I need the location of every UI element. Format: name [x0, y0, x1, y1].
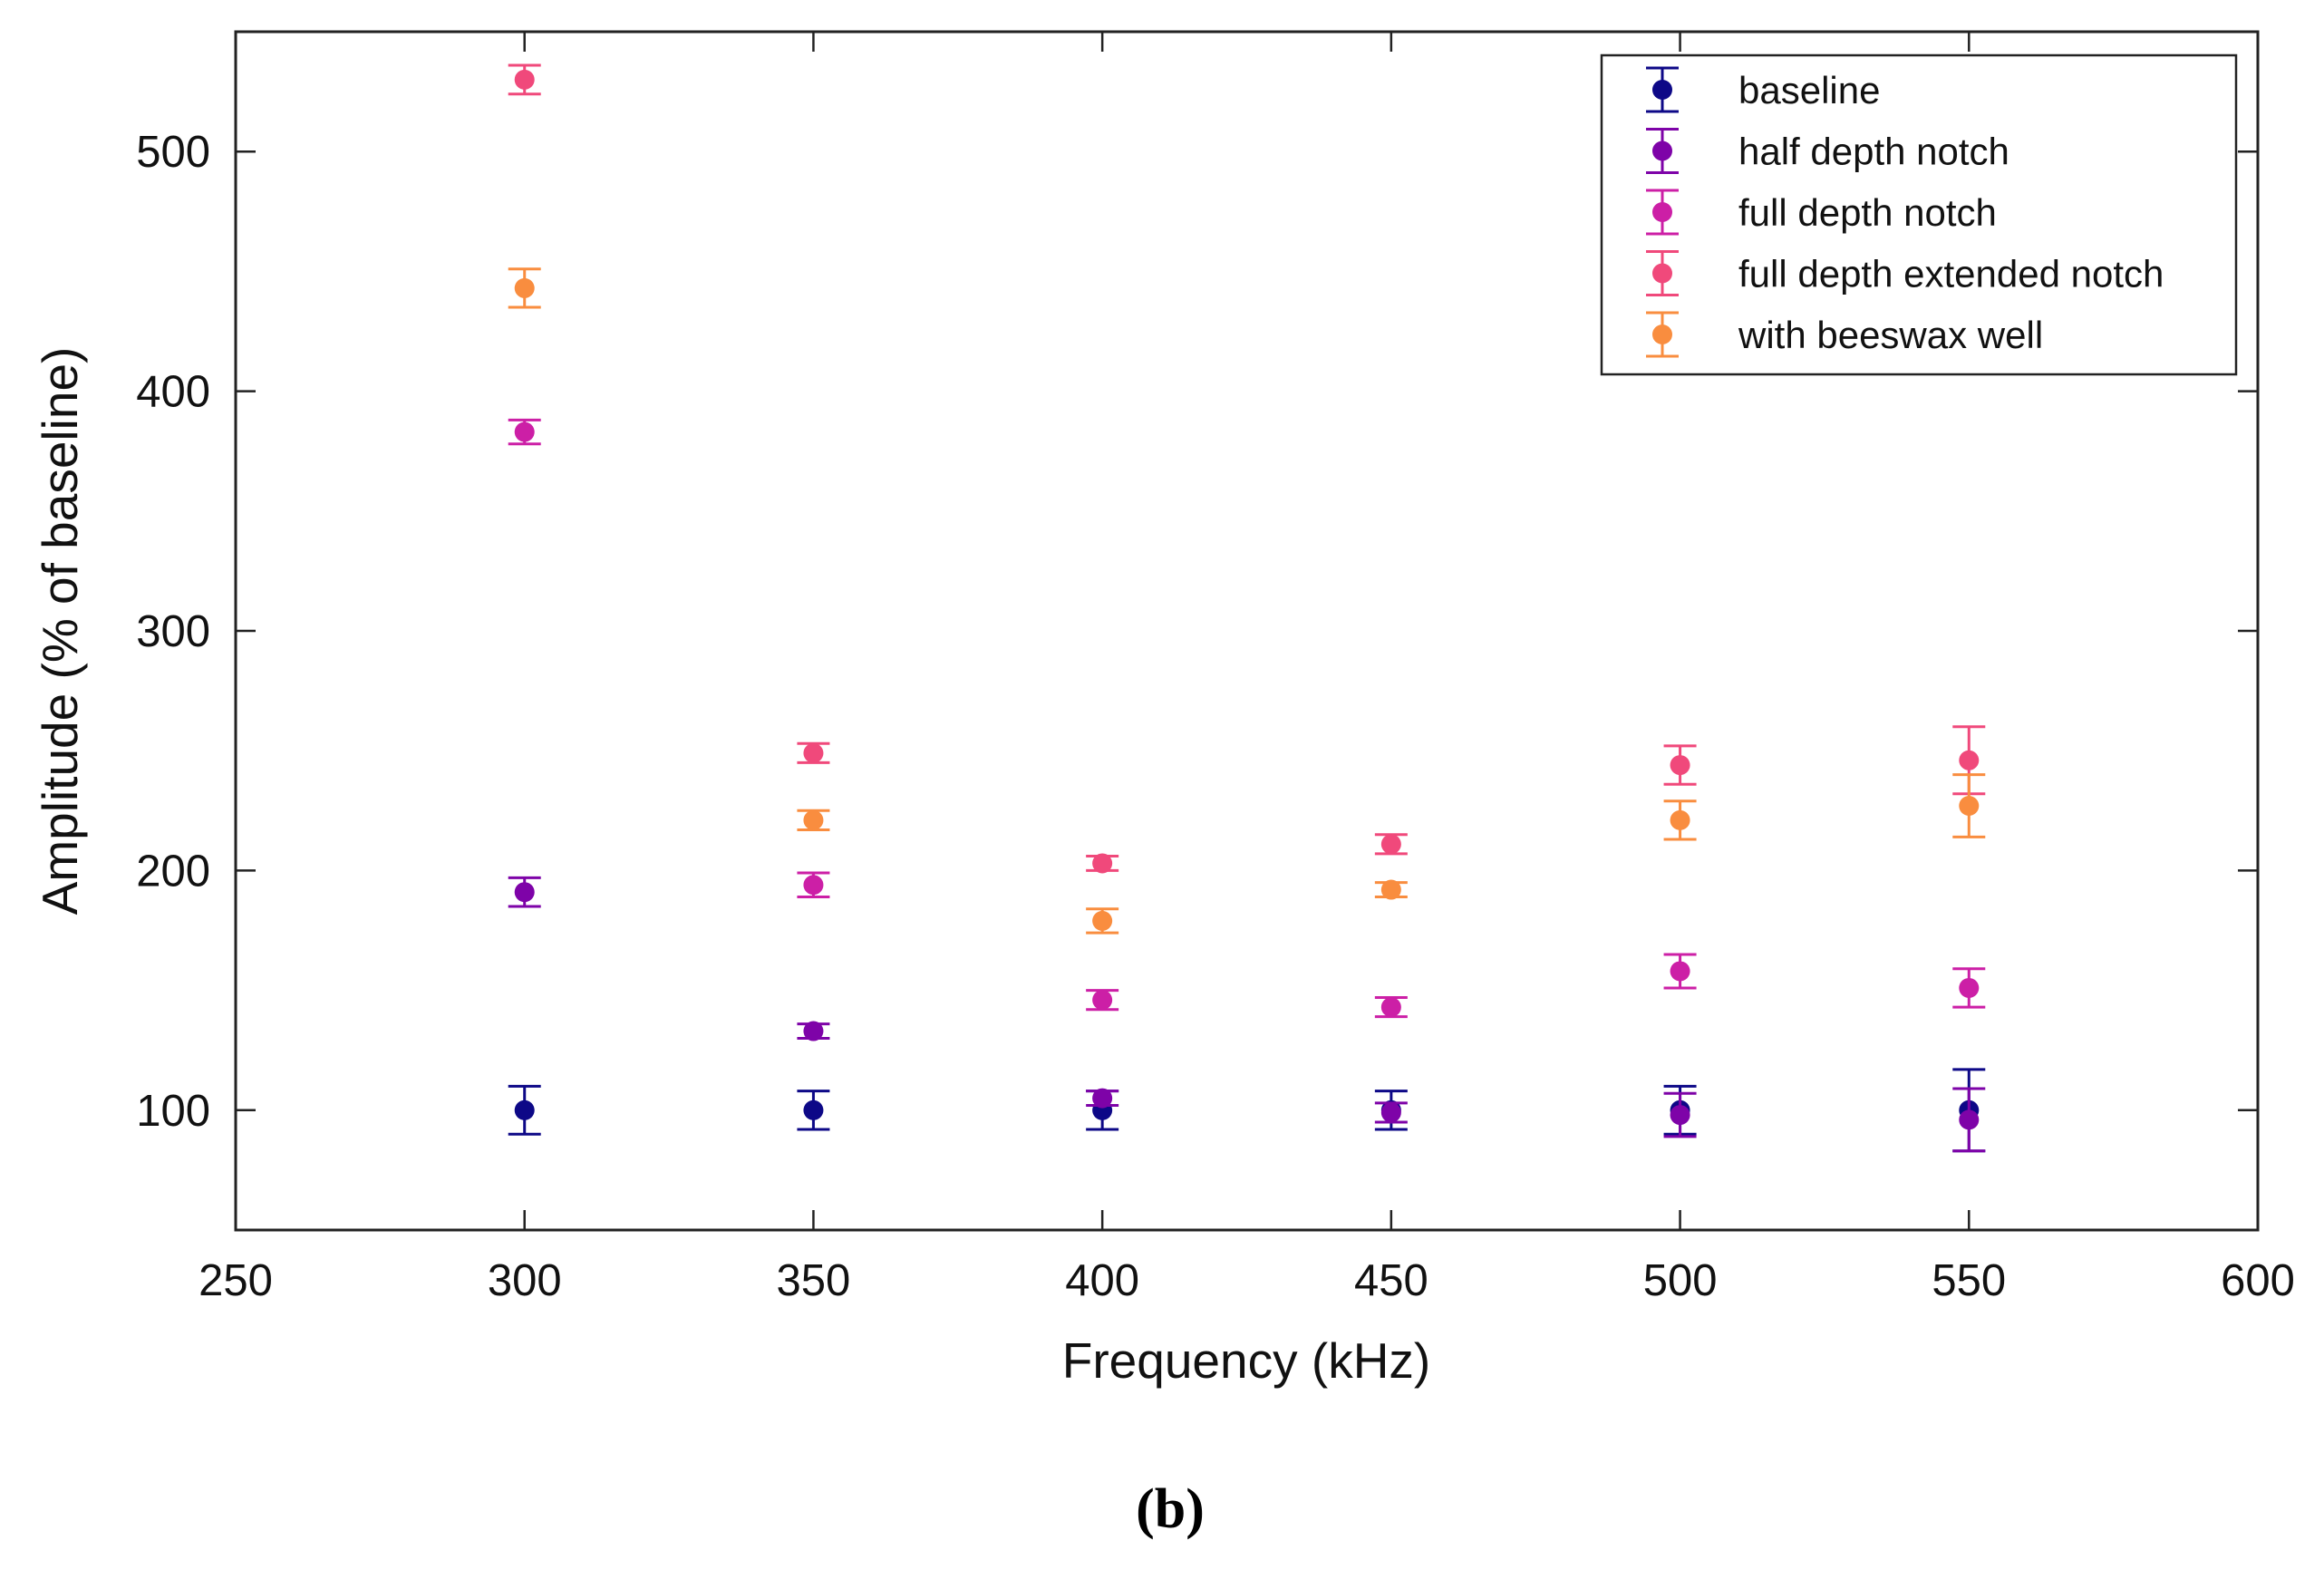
x-tick-label: 600: [2221, 1256, 2295, 1305]
legend-marker: [1652, 263, 1672, 284]
data-point: [514, 69, 535, 90]
data-point: [1380, 1102, 1401, 1123]
data-point: [1670, 1105, 1690, 1126]
series-full-depth-notch: [508, 418, 1986, 1019]
y-tick-label: 200: [136, 847, 210, 896]
data-point: [1670, 809, 1690, 830]
data-point: [1092, 1088, 1113, 1109]
x-tick-label: 550: [1932, 1256, 2006, 1305]
data-point: [803, 809, 824, 830]
legend-label: full depth extended notch: [1738, 253, 2164, 295]
data-point: [514, 421, 535, 442]
legend-label: with beeswax well: [1738, 314, 2043, 356]
data-point: [1380, 997, 1401, 1018]
series-full-depth-extended-notch: [508, 63, 1986, 874]
x-axis-title: Frequency (kHz): [1062, 1332, 1430, 1389]
x-tick-label: 400: [1065, 1256, 1139, 1305]
data-point: [803, 875, 824, 896]
data-points: [508, 63, 1986, 1153]
figure-caption: (b): [1136, 1478, 1205, 1540]
series-with-beeswax-well: [508, 267, 1986, 935]
x-tick-label: 450: [1354, 1256, 1428, 1305]
y-tick-label: 500: [136, 128, 210, 177]
data-point: [1959, 977, 1980, 998]
legend-item: full depth notch: [1646, 189, 1997, 236]
data-point: [1092, 990, 1113, 1011]
data-point: [1092, 853, 1113, 874]
axis-ticks: [234, 32, 2260, 1230]
legend-marker: [1652, 325, 1672, 344]
data-point: [1092, 910, 1113, 931]
data-point: [1959, 796, 1980, 817]
series-half-depth-notch: [508, 876, 1986, 1153]
legend-marker: [1652, 140, 1672, 161]
x-tick-label: 350: [777, 1256, 851, 1305]
data-point: [803, 1021, 824, 1041]
legend-frame: [1600, 53, 2238, 376]
series-baseline: [508, 1068, 1986, 1153]
data-point: [1670, 755, 1690, 776]
legend-item: with beeswax well: [1646, 311, 2043, 358]
y-tick-label: 300: [136, 607, 210, 656]
y-axis-title: Amplitude (% of baseline): [32, 347, 88, 915]
x-tick-labels: 250 300 350 400 450 500 550 600: [199, 1256, 2295, 1305]
data-point: [1670, 961, 1690, 982]
data-point: [514, 882, 535, 903]
legend-item: half depth notch: [1646, 128, 2009, 174]
y-tick-label: 400: [136, 368, 210, 417]
legend-item: full depth extended notch: [1646, 250, 2164, 296]
legend-label: full depth notch: [1738, 191, 1997, 234]
plot-frame: [234, 30, 2260, 1232]
y-tick-label: 100: [136, 1087, 210, 1136]
legend-label: half depth notch: [1738, 131, 2009, 173]
data-point: [803, 1099, 824, 1120]
data-point: [514, 277, 535, 298]
x-tick-label: 500: [1643, 1256, 1718, 1305]
legend-marker: [1652, 80, 1672, 100]
legend-item: baseline: [1646, 66, 1880, 113]
data-point: [1380, 834, 1401, 855]
data-point: [1959, 750, 1980, 770]
data-point: [1959, 1109, 1980, 1130]
data-point: [803, 742, 824, 763]
x-tick-label: 300: [488, 1256, 562, 1305]
legend: baseline half depth notch full depth notch…: [1600, 53, 2238, 376]
data-point: [1380, 879, 1401, 900]
legend-marker: [1652, 202, 1672, 222]
data-point: [514, 1099, 535, 1120]
x-tick-label: 250: [199, 1256, 273, 1305]
y-tick-labels: 100 200 300 400 500: [136, 128, 210, 1136]
legend-label: baseline: [1738, 69, 1880, 111]
